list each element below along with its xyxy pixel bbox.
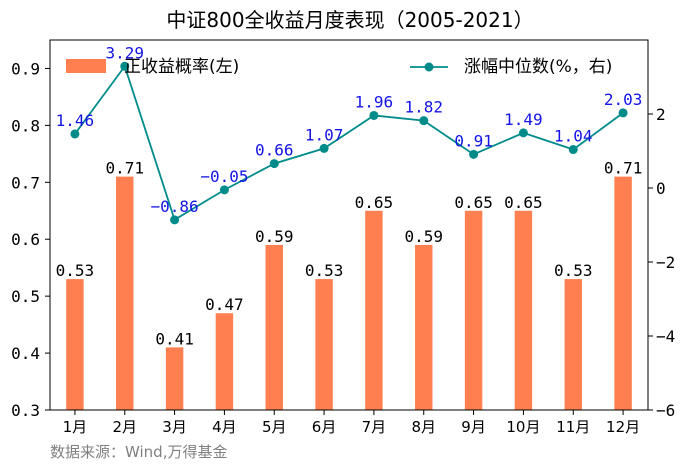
- line-point-5: [269, 159, 279, 169]
- x-tick-label: 8月: [411, 418, 436, 436]
- x-tick-label: 2月: [112, 418, 137, 436]
- bar-label-8: 0.59: [404, 227, 443, 246]
- line-label-3: −0.86: [150, 197, 198, 216]
- right-tick-label: −6: [656, 401, 675, 420]
- legend-label-bar: 正收益概率(左): [124, 57, 239, 77]
- line-label-10: 1.49: [504, 110, 543, 129]
- bar-label-6: 0.53: [305, 261, 344, 280]
- x-tick-label: 5月: [262, 418, 287, 436]
- legend-marker-line: [424, 62, 434, 72]
- bar-2: [116, 176, 134, 410]
- line-point-8: [419, 116, 429, 126]
- line-point-12: [618, 108, 628, 118]
- bar-12: [614, 176, 632, 410]
- plot-area: 0.3 0.4 0.5 0.6 0.7 0.8 0.9 −6 −4 −2 0 2 1月 2月 3月 4月 5月 6…: [11, 39, 675, 436]
- x-tick-label: 7月: [362, 418, 387, 436]
- line-point-1: [70, 129, 80, 139]
- bar-7: [365, 210, 383, 410]
- bar-11: [564, 279, 582, 410]
- x-tick-label: 9月: [461, 418, 486, 436]
- x-tick-label: 11月: [556, 418, 590, 436]
- bar-label-2: 0.71: [105, 159, 144, 178]
- legend-swatch-bar: [66, 59, 106, 73]
- right-tick-label: 2: [656, 105, 666, 124]
- bar-5: [265, 244, 283, 410]
- line-label-6: 1.07: [305, 125, 344, 144]
- x-tick-label: 1月: [63, 418, 88, 436]
- bar-3: [165, 347, 184, 410]
- left-tick-label: 0.5: [11, 287, 40, 306]
- left-tick-label: 0.3: [11, 401, 40, 420]
- line-label-12: 2.03: [604, 90, 643, 109]
- legend-label-line: 涨幅中位数(%，右): [464, 57, 612, 77]
- right-tick-label: −2: [656, 253, 675, 272]
- bar-4: [215, 313, 234, 410]
- bar-10: [514, 210, 533, 410]
- line-label-7: 1.96: [355, 92, 394, 111]
- left-tick-label: 0.7: [11, 173, 40, 192]
- line-label-11: 1.04: [554, 127, 593, 146]
- x-tick-label: 3月: [162, 418, 187, 436]
- x-tick-label: 6月: [312, 418, 337, 436]
- bar-label-12: 0.71: [604, 159, 643, 178]
- bar-label-9: 0.65: [454, 193, 493, 212]
- line-point-11: [568, 145, 578, 155]
- line-point-7: [369, 110, 379, 120]
- bar-1: [66, 279, 84, 410]
- bar-label-1: 0.53: [56, 261, 95, 280]
- left-tick-label: 0.9: [11, 59, 40, 78]
- bar-label-7: 0.65: [355, 193, 394, 212]
- x-tick-label: 4月: [212, 418, 237, 436]
- chart-title: 中证800全收益月度表现（2005-2021）: [166, 8, 533, 32]
- left-tick-label: 0.4: [11, 344, 40, 363]
- bar-8: [415, 244, 433, 410]
- line-label-9: 0.91: [454, 131, 493, 150]
- line-point-4: [219, 185, 229, 195]
- line-label-4: −0.05: [200, 167, 248, 186]
- line-point-2: [120, 61, 130, 71]
- bar-label-3: 0.41: [155, 329, 194, 348]
- x-tick-label: 10月: [506, 418, 540, 436]
- line-label-5: 0.66: [255, 141, 294, 160]
- line-label-8: 1.82: [404, 98, 443, 117]
- left-tick-label: 0.8: [11, 116, 40, 135]
- bar-label-5: 0.59: [255, 227, 294, 246]
- right-tick-label: 0: [656, 179, 666, 198]
- x-tick-label: 12月: [606, 418, 640, 436]
- line-point-6: [319, 143, 329, 153]
- line-point-10: [518, 128, 528, 138]
- bar-9: [464, 210, 483, 410]
- right-tick-label: −4: [656, 327, 675, 346]
- median-line: [74, 64, 624, 222]
- bar-label-10: 0.65: [504, 193, 543, 212]
- bar-label-11: 0.53: [554, 261, 593, 280]
- source-note: 数据来源：Wind,万得基金: [50, 443, 227, 461]
- bar-6: [315, 279, 333, 410]
- line-point-9: [469, 149, 479, 159]
- bar-label-4: 0.47: [205, 295, 244, 314]
- plot-frame: [49, 39, 649, 411]
- line-label-2: 3.29: [105, 43, 144, 62]
- left-tick-label: 0.6: [11, 230, 40, 249]
- line-label-1: 1.46: [56, 111, 95, 130]
- line-point-3: [170, 215, 180, 225]
